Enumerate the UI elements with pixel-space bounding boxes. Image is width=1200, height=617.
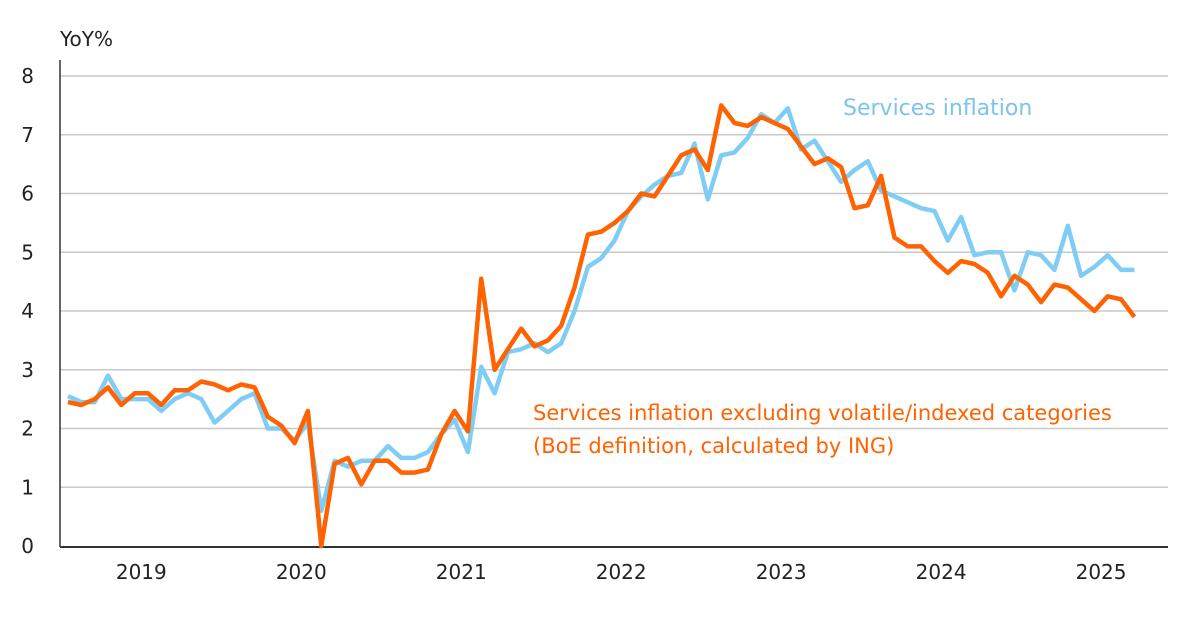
x-tick-label: 2019 (116, 560, 167, 584)
y-tick-label: 7 (21, 123, 34, 147)
y-tick-label: 8 (21, 64, 34, 88)
x-axis-ticks: 2019 2020 2021 2022 2023 2024 2025 (116, 560, 1127, 584)
y-tick-label: 2 (21, 417, 34, 441)
x-tick-label: 2022 (596, 560, 647, 584)
x-tick-label: 2023 (756, 560, 807, 584)
y-tick-label: 1 (21, 475, 34, 499)
x-tick-label: 2020 (276, 560, 327, 584)
x-tick-label: 2021 (436, 560, 487, 584)
services-inflation-line (67, 106, 1135, 514)
x-tick-label: 2024 (916, 560, 967, 584)
y-axis-label: YoY% (59, 27, 113, 51)
services-inflation-label: Services inflation (843, 96, 1032, 121)
core-services-label-line1: Services inflation excluding volatile/in… (533, 401, 1112, 425)
core-services-label-line2: (BoE definition, calculated by ING) (533, 434, 894, 458)
y-tick-label: 3 (21, 358, 34, 382)
core-services-inflation-line (67, 103, 1137, 549)
y-tick-label: 0 (21, 534, 34, 558)
series-lines (67, 103, 1137, 549)
gridlines (60, 75, 1168, 488)
y-axis-ticks: 0 1 2 3 4 5 6 7 8 (21, 64, 34, 558)
y-tick-label: 4 (21, 299, 34, 323)
x-tick-label: 2025 (1076, 560, 1127, 584)
y-tick-label: 5 (21, 240, 34, 264)
y-tick-label: 6 (21, 182, 34, 206)
